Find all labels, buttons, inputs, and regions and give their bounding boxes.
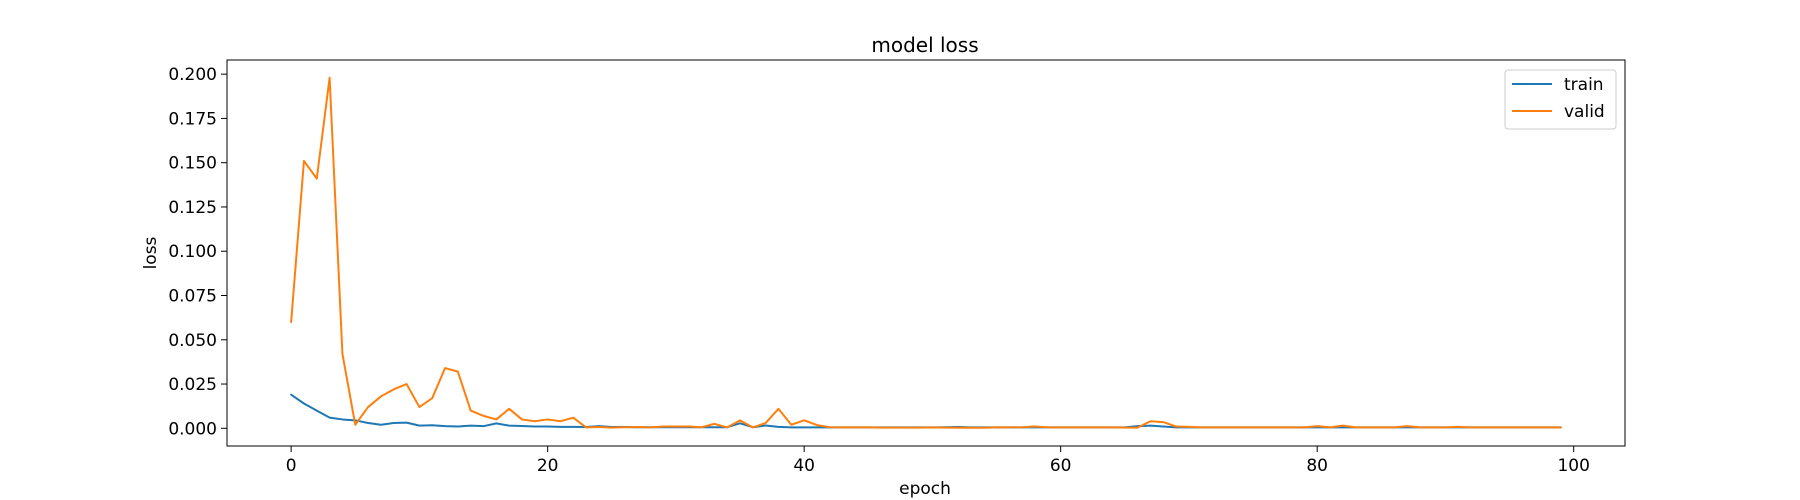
plot-frame (226, 59, 1626, 447)
y-tick-label: 0.025 (168, 375, 217, 395)
x-axis-ticks: 0 20 40 60 80 100 (286, 446, 1590, 476)
legend: train valid (1504, 69, 1617, 130)
series-line-valid (290, 76, 1562, 429)
y-axis-label: loss (141, 236, 161, 269)
series-line-train (290, 393, 1562, 429)
x-tick-label: 20 (537, 456, 559, 476)
y-axis-ticks: 0.000 0.025 0.050 0.075 0.100 0.125 0.150 0.175… (168, 65, 227, 439)
y-tick-label: 0.075 (168, 286, 217, 306)
x-tick-label: 40 (793, 456, 815, 476)
y-tick-label: 0.050 (168, 331, 217, 351)
x-axis-label: epoch (899, 479, 951, 499)
x-tick-label: 0 (286, 456, 297, 476)
x-tick-label: 80 (1306, 456, 1328, 476)
x-tick-label: 60 (1050, 456, 1072, 476)
legend-label-valid: valid (1564, 102, 1605, 122)
legend-label-train: train (1564, 75, 1604, 95)
y-tick-label: 0.175 (168, 109, 217, 129)
x-tick-label: 100 (1557, 456, 1589, 476)
y-tick-label: 0.125 (168, 198, 217, 218)
y-tick-label: 0.150 (168, 154, 217, 174)
y-tick-label: 0.000 (168, 419, 217, 439)
chart-title: model loss (871, 33, 978, 57)
y-tick-label: 0.100 (168, 242, 217, 262)
plot-area (290, 76, 1562, 429)
y-tick-label: 0.200 (168, 65, 217, 85)
